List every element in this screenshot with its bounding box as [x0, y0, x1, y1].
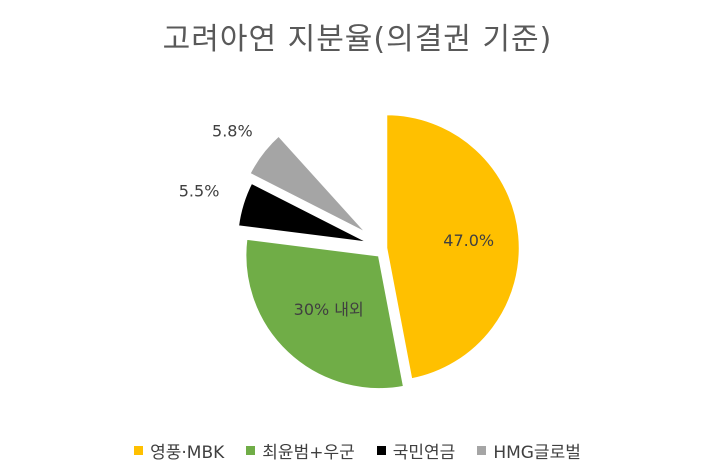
slice-data-label: 5.5%	[179, 181, 220, 200]
pie-slice	[243, 237, 406, 391]
pie-slice	[236, 180, 372, 245]
slice-data-label: 5.8%	[212, 121, 253, 140]
slice-data-label: 47.0%	[443, 231, 494, 250]
legend-item: 영풍·MBK	[134, 438, 224, 463]
chart-title: 고려아연 지분율(의결권 기준)	[162, 22, 553, 57]
legend-label: 영풍·MBK	[150, 443, 225, 463]
legend-label: HMG글로벌	[493, 443, 581, 463]
pie-slice	[384, 112, 522, 382]
legend-swatch	[376, 446, 386, 455]
legend-item: 최윤범+우군	[246, 438, 355, 463]
legend-label: 국민연금	[392, 443, 456, 463]
legend-swatch	[477, 446, 487, 455]
legend: 영풍·MBK 최윤범+우군 국민연금 HMG글로벌	[0, 438, 715, 463]
slice-data-label: 30% 내외	[294, 300, 364, 319]
legend-swatch	[246, 446, 256, 455]
legend-item: 국민연금	[376, 438, 456, 463]
legend-item: HMG글로벌	[477, 438, 581, 463]
pie-slice	[247, 133, 370, 236]
legend-label: 최윤범+우군	[262, 443, 355, 463]
legend-swatch	[134, 446, 144, 455]
